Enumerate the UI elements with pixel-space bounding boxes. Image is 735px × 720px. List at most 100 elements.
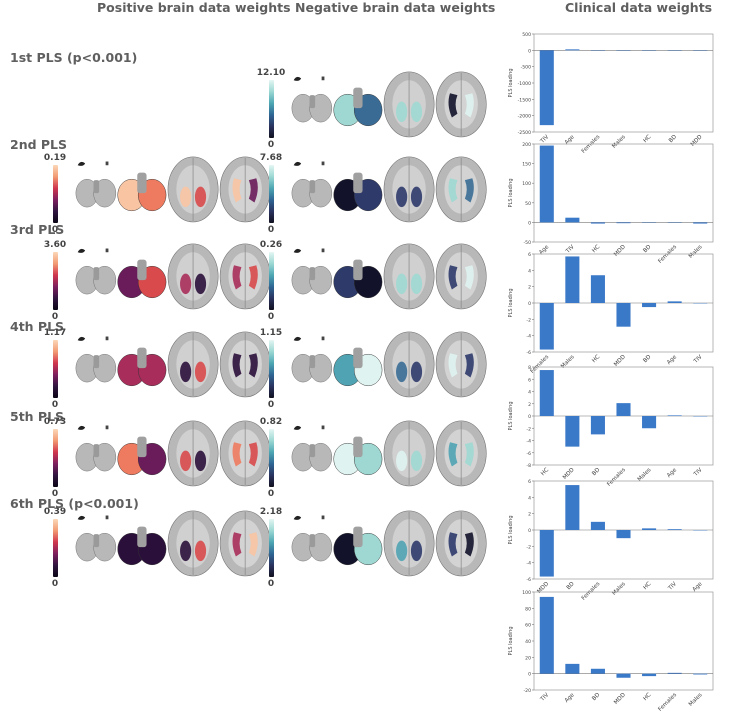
bar [540,597,554,674]
bar [540,146,554,223]
y-tick-label: -4 [526,561,531,567]
bar [565,49,579,50]
pos-colorbar-min: 0 [35,579,75,589]
y-tick-label: -1500 [518,97,531,103]
neg-colorbar [269,340,274,398]
pls-label: 3rd PLS [10,222,64,237]
y-tick-label: -6 [526,350,531,356]
y-axis-label: PLS loading [508,179,514,208]
y-tick-label: -2 [526,426,531,432]
bar [591,416,605,434]
neg-brain-map [290,66,490,141]
x-tick-label: Females [657,692,678,713]
pos-brain-map [74,505,274,580]
bar [540,50,554,125]
pos-colorbar [53,340,58,398]
y-tick-label: 6 [528,252,531,258]
pos-colorbar-max: 0.73 [35,417,75,427]
y-tick-label: 0 [528,528,531,534]
x-tick-label: MDD [613,692,627,706]
y-tick-label: -4 [526,439,531,445]
y-tick-label: -2 [526,544,531,550]
neg-colorbar-max: 0.26 [251,240,291,250]
y-axis-label: PLS loading [508,516,514,545]
bar [540,530,554,577]
y-tick-label: -8 [526,463,531,469]
y-tick-label: -2000 [518,114,531,120]
y-tick-label: 80 [525,606,531,612]
neg-colorbar-min: 0 [251,312,291,322]
bar [616,530,630,538]
bar [540,370,554,416]
neg-colorbar-max: 2.18 [251,507,291,517]
neg-colorbar [269,80,274,138]
bar [642,674,656,676]
x-tick-label: HC [642,692,652,702]
y-tick-label: 0 [528,220,531,226]
pos-colorbar-max: 0.39 [35,507,75,517]
neg-colorbar-min: 0 [251,489,291,499]
y-axis-label: PLS loading [508,627,514,656]
bar [616,674,630,678]
y-tick-label: 2 [528,285,531,291]
bar [693,674,707,675]
y-tick-label: 4 [528,390,531,396]
y-tick-label: 0 [528,414,531,420]
neg-colorbar-max: 7.68 [251,153,291,163]
bar [565,664,579,674]
y-tick-label: -20 [523,688,531,694]
pos-colorbar [53,429,58,487]
y-tick-label: 4 [528,495,531,501]
bar [616,303,630,327]
neg-colorbar-max: 1.15 [251,328,291,338]
header-negative: Negative brain data weights [295,0,495,15]
neg-brain-map [290,505,490,580]
neg-colorbar-min: 0 [251,225,291,235]
bar [565,416,579,447]
bar [642,416,656,428]
bar [616,222,630,223]
y-tick-label: 50 [525,201,531,207]
neg-colorbar-min: 0 [251,400,291,410]
bar [565,256,579,303]
neg-colorbar-min: 0 [251,140,291,150]
bar [591,275,605,303]
x-tick-label: Males [688,692,704,708]
x-tick-label: TIV [539,692,550,703]
bar [616,403,630,416]
y-tick-label: 20 [525,655,531,661]
pos-brain-map [74,238,274,313]
bar [540,303,554,350]
bar [668,529,682,530]
y-axis-label: PLS loading [508,289,514,318]
plot-frame [534,144,713,242]
neg-brain-map [290,151,490,226]
y-tick-label: -6 [526,451,531,457]
y-tick-label: 6 [528,377,531,383]
neg-colorbar-min: 0 [251,579,291,589]
y-tick-label: 0 [528,301,531,307]
header-clinical: Clinical data weights [565,0,712,15]
pos-brain-map [74,326,274,401]
x-tick-label: Age [564,692,576,704]
pos-colorbar-max: 1.17 [35,328,75,338]
bar [591,522,605,530]
pos-colorbar [53,252,58,310]
header-positive: Positive brain data weights [97,0,291,15]
y-tick-label: -2500 [518,130,531,136]
plot-frame [534,34,713,132]
y-tick-label: -500 [521,65,532,71]
y-tick-label: 100 [522,181,531,187]
pos-brain-map [74,151,274,226]
bar [642,528,656,530]
y-tick-label: 150 [522,162,531,168]
bar [668,673,682,674]
pos-colorbar-max: 3.60 [35,240,75,250]
y-tick-label: 0 [528,672,531,678]
bar [565,218,579,223]
bar [591,222,605,223]
neg-colorbar [269,252,274,310]
pls-label: 2nd PLS [10,137,67,152]
